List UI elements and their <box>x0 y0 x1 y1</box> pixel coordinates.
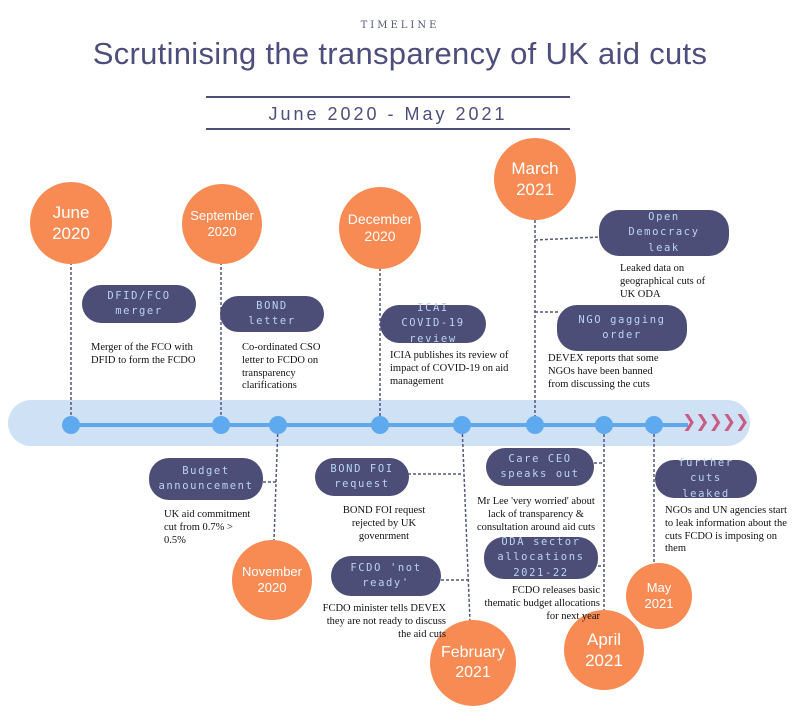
event-pill-care-ceo: Care CEO speaks out <box>486 448 594 486</box>
timeline-dot-december <box>371 416 389 434</box>
month-label: December <box>347 210 413 227</box>
timeline-dot-september <box>212 416 230 434</box>
month-circle-march: March 2021 <box>494 138 576 220</box>
open-democracy-connector <box>534 236 601 241</box>
event-text-bond-foi: BOND FOI request rejected by UK govenrme… <box>342 505 426 542</box>
month-circle-april: April 2021 <box>564 610 644 690</box>
month-label: September <box>190 207 254 223</box>
november-connector <box>273 423 279 541</box>
year-label: 2020 <box>207 224 237 239</box>
event-pill-bond-foi: BOND FOI request <box>315 458 409 496</box>
year-label: 2021 <box>585 651 623 670</box>
page-title: Scrutinising the transparency of UK aid … <box>92 36 708 71</box>
timeline-dot-march <box>526 416 544 434</box>
event-text-further-cuts: NGOs and UN agencies start to leak infor… <box>665 505 787 555</box>
timeline-dot-june <box>62 416 80 434</box>
date-range-subtitle: June 2020 - May 2021 <box>268 104 508 124</box>
month-circle-february: February 2021 <box>430 620 516 706</box>
title-rule-top <box>206 96 570 98</box>
month-label: November <box>242 563 302 579</box>
event-pill-oda-allocations: ODA sector allocations 2021-22 <box>484 536 598 579</box>
month-label: June <box>52 202 90 222</box>
timeline-dot-april <box>595 416 613 434</box>
year-label: 2020 <box>364 228 396 244</box>
timeline-dot-may <box>645 416 663 434</box>
year-label: 2021 <box>644 596 674 611</box>
timeline-arrowheads: ❯❯❯❯❯ <box>682 412 749 432</box>
event-pill-fcdo-not-ready: FCDO 'not ready' <box>331 556 441 596</box>
year-label: 2020 <box>52 224 90 243</box>
event-pill-icai-review: ICAI COVID-19 review <box>380 302 486 345</box>
event-text-oda-allocations: FCDO releases basic thematic budget allo… <box>484 585 600 622</box>
event-pill-ngo-gagging: NGO gagging order <box>557 305 687 351</box>
event-pill-budget: Budget announcement <box>149 458 263 500</box>
event-text-ngo-gagging: DEVEX reports that some NGOs have been b… <box>548 353 659 390</box>
year-label: 2021 <box>455 664 491 681</box>
event-pill-open-democracy: Open Democracy leak <box>599 210 729 256</box>
timeline-kicker: TIMELINE <box>360 20 440 31</box>
february-connector <box>461 423 471 623</box>
month-circle-september: September 2020 <box>182 184 262 264</box>
month-label: April <box>586 629 621 649</box>
event-text-fcdo-not-ready: FCDO minister tells DEVEX they are not r… <box>322 603 446 640</box>
month-label: May <box>646 579 672 595</box>
month-circle-may: May 2021 <box>626 563 692 629</box>
title-rule-bottom <box>206 128 570 130</box>
event-pill-bond-letter: BOND letter <box>220 296 324 332</box>
year-label: 2021 <box>516 180 554 199</box>
timeline-dot-november <box>269 416 287 434</box>
event-text-icai-review: ICIA publishes its review of impact of C… <box>390 350 509 387</box>
event-text-budget: UK aid commitment cut from 0.7% > 0.5% <box>164 509 251 546</box>
month-circle-june: June 2020 <box>30 182 112 264</box>
month-label: February <box>440 644 506 661</box>
timeline-dot-february <box>453 416 471 434</box>
event-pill-dfid-merger: DFID/FCO merger <box>82 285 196 323</box>
month-label: March <box>511 158 559 178</box>
month-circle-december: December 2020 <box>339 187 421 269</box>
year-label: 2020 <box>257 580 287 595</box>
event-text-open-democracy: Leaked data on geographical cuts of UK O… <box>620 263 706 300</box>
event-text-care-ceo: Mr Lee 'very worried' about lack of tran… <box>476 496 596 533</box>
event-text-dfid-merger: Merger of the FCO with DFID to form the … <box>91 342 196 366</box>
event-pill-further-cuts: further cuts leaked <box>655 457 757 500</box>
month-circle-november: November 2020 <box>232 540 312 620</box>
event-text-bond-letter: Co-ordinated CSO letter to FCDO on trans… <box>242 342 321 392</box>
